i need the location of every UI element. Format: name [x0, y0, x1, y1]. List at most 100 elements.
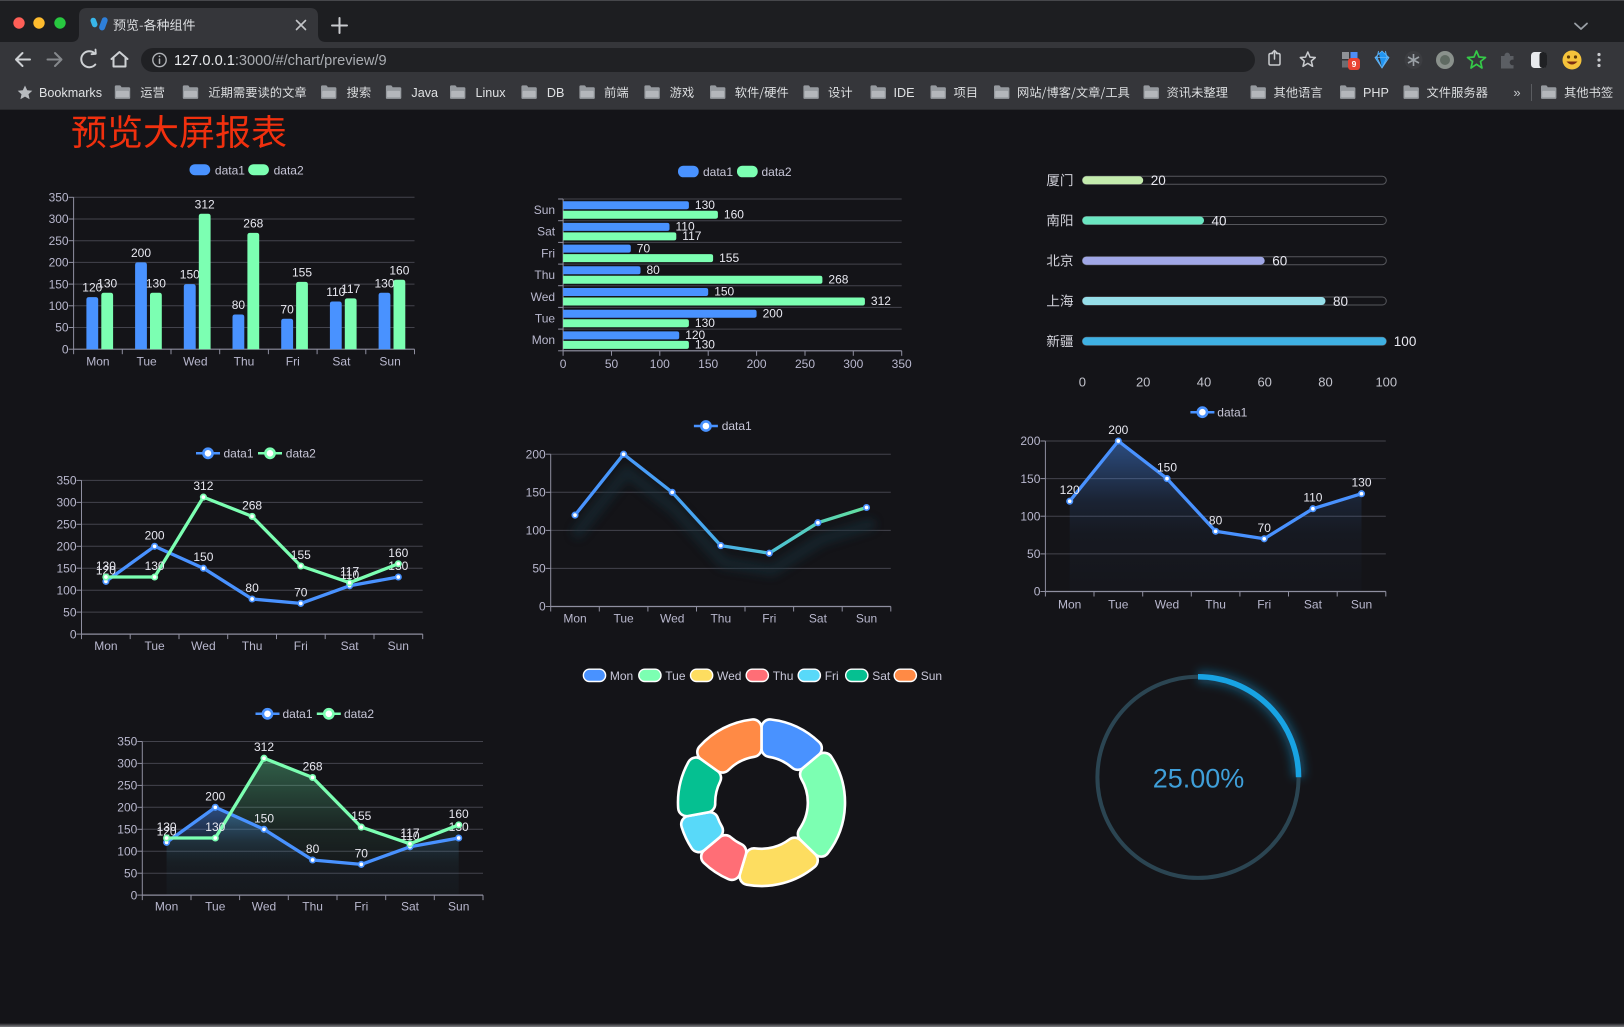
svg-text:150: 150: [526, 486, 546, 500]
svg-text:40: 40: [1197, 375, 1211, 390]
svg-text:Mon: Mon: [563, 612, 586, 626]
svg-text:117: 117: [682, 229, 701, 243]
svg-text:130: 130: [97, 276, 117, 290]
svg-text:110: 110: [676, 220, 695, 234]
svg-text:PHP: PHP: [1363, 86, 1389, 100]
svg-text:200: 200: [747, 357, 767, 371]
svg-text:data1: data1: [703, 165, 733, 179]
svg-text:110: 110: [1303, 491, 1322, 505]
svg-text:50: 50: [63, 605, 77, 619]
svg-text:130: 130: [695, 198, 715, 212]
svg-text:250: 250: [795, 357, 815, 371]
svg-text:200: 200: [1108, 423, 1128, 437]
svg-text:268: 268: [828, 273, 848, 287]
svg-text:120: 120: [157, 824, 177, 838]
svg-text:20: 20: [1136, 375, 1150, 390]
svg-text:160: 160: [724, 207, 744, 221]
svg-text:Thu: Thu: [1205, 598, 1226, 612]
svg-text:Tue: Tue: [665, 669, 686, 683]
svg-text:117: 117: [341, 282, 360, 296]
svg-text:70: 70: [355, 846, 369, 860]
svg-text:70: 70: [294, 585, 308, 599]
svg-text:Sun: Sun: [388, 639, 409, 653]
svg-text:120: 120: [1060, 483, 1080, 497]
svg-text:Sat: Sat: [809, 612, 828, 626]
svg-text:60: 60: [1272, 254, 1287, 269]
svg-text:80: 80: [306, 842, 320, 856]
svg-text:350: 350: [49, 191, 69, 205]
svg-text:Sun: Sun: [379, 354, 400, 368]
svg-text:Wed: Wed: [183, 354, 207, 368]
svg-text:Wed: Wed: [717, 669, 741, 683]
svg-text:data1: data1: [1217, 405, 1247, 419]
svg-text:155: 155: [291, 548, 311, 562]
svg-text:250: 250: [49, 234, 69, 248]
svg-text:Bookmarks: Bookmarks: [39, 86, 102, 100]
svg-text:Mon: Mon: [532, 333, 555, 347]
svg-text:Wed: Wed: [531, 290, 555, 304]
svg-text:60: 60: [1257, 375, 1271, 390]
svg-text:80: 80: [1333, 294, 1348, 309]
svg-text:DB: DB: [547, 86, 565, 100]
svg-text:50: 50: [532, 562, 546, 576]
svg-text:70: 70: [637, 241, 651, 255]
svg-text:data2: data2: [286, 447, 316, 461]
svg-text:160: 160: [449, 807, 469, 821]
svg-text:110: 110: [326, 285, 345, 299]
svg-text:200: 200: [56, 540, 76, 554]
svg-text:150: 150: [254, 811, 274, 825]
svg-text:data2: data2: [762, 165, 792, 179]
svg-text:200: 200: [117, 801, 137, 815]
svg-text:Fri: Fri: [354, 900, 368, 914]
svg-text:Sat: Sat: [537, 225, 556, 239]
svg-text:150: 150: [698, 357, 718, 371]
svg-text:120: 120: [82, 281, 102, 295]
svg-text:350: 350: [892, 357, 912, 371]
svg-text:130: 130: [157, 820, 177, 834]
svg-text:Tue: Tue: [535, 312, 556, 326]
svg-text:110: 110: [340, 568, 359, 582]
svg-text:130: 130: [146, 276, 166, 290]
svg-text:Fri: Fri: [762, 612, 776, 626]
svg-text:Fri: Fri: [825, 669, 839, 683]
svg-text:Wed: Wed: [660, 612, 684, 626]
svg-text:80: 80: [245, 581, 259, 595]
svg-text:150: 150: [117, 823, 137, 837]
svg-text:data1: data1: [215, 163, 245, 177]
svg-text:80: 80: [232, 298, 246, 312]
svg-text:300: 300: [56, 496, 76, 510]
svg-text:Wed: Wed: [252, 900, 276, 914]
svg-text:117: 117: [400, 826, 419, 840]
svg-text:50: 50: [124, 866, 138, 880]
svg-text:350: 350: [117, 735, 137, 749]
svg-text:Sat: Sat: [341, 639, 360, 653]
svg-text:»: »: [1513, 85, 1520, 100]
svg-text:80: 80: [1209, 513, 1223, 527]
svg-text:data1: data1: [283, 707, 313, 721]
svg-text:127.0.0.1:3000/#/chart/preview: 127.0.0.1:3000/#/chart/preview/9: [174, 53, 387, 69]
svg-text:40: 40: [1212, 213, 1227, 228]
svg-text:155: 155: [719, 251, 739, 265]
svg-text:80: 80: [647, 263, 661, 277]
svg-text:50: 50: [1027, 547, 1041, 561]
svg-text:100: 100: [1020, 510, 1040, 524]
svg-text:70: 70: [1258, 521, 1272, 535]
svg-text:150: 150: [49, 277, 69, 291]
svg-text:80: 80: [1318, 375, 1332, 390]
svg-text:Java: Java: [411, 86, 438, 100]
svg-text:300: 300: [49, 212, 69, 226]
svg-text:Sun: Sun: [921, 669, 942, 683]
svg-text:150: 150: [1157, 461, 1177, 475]
svg-text:150: 150: [714, 285, 734, 299]
svg-text:0: 0: [131, 888, 138, 902]
svg-text:200: 200: [763, 306, 783, 320]
svg-text:268: 268: [303, 760, 323, 774]
svg-text:150: 150: [193, 550, 213, 564]
svg-text:120: 120: [96, 563, 116, 577]
svg-text:Tue: Tue: [144, 639, 165, 653]
svg-text:150: 150: [56, 561, 76, 575]
svg-text:Tue: Tue: [613, 612, 634, 626]
svg-text:312: 312: [195, 197, 215, 211]
svg-text:100: 100: [1394, 334, 1417, 349]
svg-text:0: 0: [1079, 375, 1086, 390]
